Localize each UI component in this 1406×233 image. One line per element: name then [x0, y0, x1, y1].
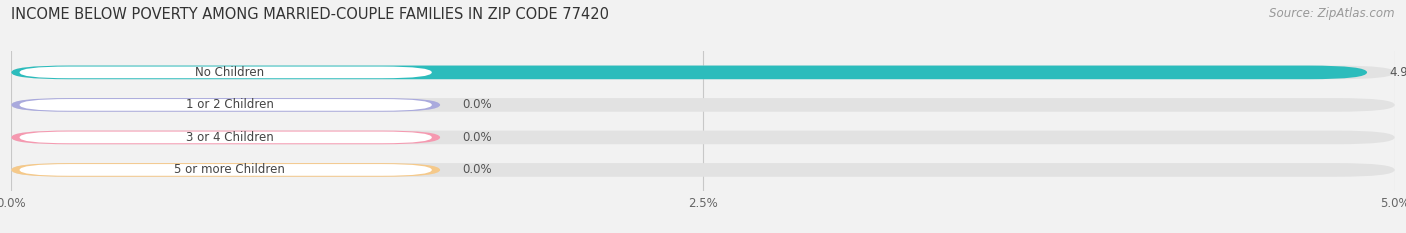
Text: 0.0%: 0.0%: [463, 131, 492, 144]
Text: No Children: No Children: [195, 66, 264, 79]
FancyBboxPatch shape: [11, 98, 440, 112]
FancyBboxPatch shape: [11, 130, 440, 144]
Text: 4.9%: 4.9%: [1389, 66, 1406, 79]
FancyBboxPatch shape: [11, 163, 1395, 177]
FancyBboxPatch shape: [20, 132, 432, 143]
Text: 5 or more Children: 5 or more Children: [174, 163, 285, 176]
Text: 3 or 4 Children: 3 or 4 Children: [186, 131, 274, 144]
Text: 0.0%: 0.0%: [463, 98, 492, 111]
FancyBboxPatch shape: [11, 98, 1395, 112]
FancyBboxPatch shape: [20, 67, 432, 78]
Text: Source: ZipAtlas.com: Source: ZipAtlas.com: [1270, 7, 1395, 20]
FancyBboxPatch shape: [11, 163, 440, 177]
Text: INCOME BELOW POVERTY AMONG MARRIED-COUPLE FAMILIES IN ZIP CODE 77420: INCOME BELOW POVERTY AMONG MARRIED-COUPL…: [11, 7, 609, 22]
FancyBboxPatch shape: [20, 164, 432, 176]
FancyBboxPatch shape: [11, 65, 1395, 79]
FancyBboxPatch shape: [20, 99, 432, 111]
Text: 1 or 2 Children: 1 or 2 Children: [186, 98, 274, 111]
FancyBboxPatch shape: [11, 65, 1367, 79]
FancyBboxPatch shape: [11, 130, 1395, 144]
Text: 0.0%: 0.0%: [463, 163, 492, 176]
